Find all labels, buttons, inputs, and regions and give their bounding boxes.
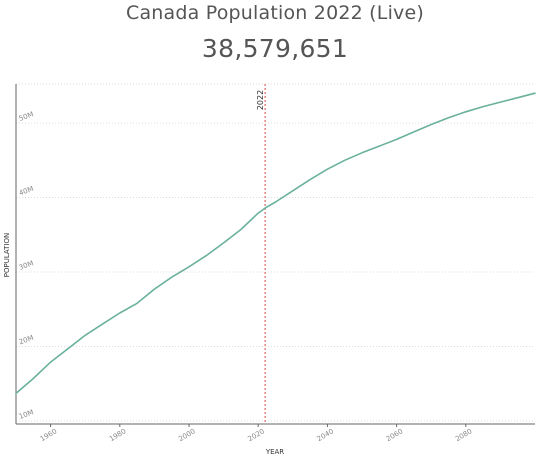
y-tick-label: 30M — [18, 259, 35, 272]
y-tick-label: 40M — [18, 185, 35, 198]
y-tick-label: 20M — [18, 334, 35, 347]
population-line — [15, 92, 536, 395]
gridlines — [16, 83, 535, 422]
x-tick-label: 2000 — [177, 427, 196, 443]
axes — [15, 84, 535, 427]
year-marker-label: 2022 — [256, 90, 265, 110]
y-axis-label: POPULATION — [3, 233, 11, 277]
series-layer — [15, 92, 536, 395]
x-tick-label: 2080 — [454, 427, 473, 443]
tick-labels: 10M 20M 30M 40M 50M 1960 1980 2000 2020 2040 2060 2… — [18, 110, 474, 443]
y-tick-label: 50M — [18, 110, 35, 123]
year-marker: 2022 — [256, 84, 266, 424]
x-tick-label: 1960 — [39, 427, 58, 443]
x-tick-label: 2020 — [246, 427, 265, 443]
x-tick-label: 2060 — [385, 427, 404, 443]
x-tick-label: 1980 — [108, 427, 127, 443]
y-tick-label: 10M — [18, 408, 35, 421]
live-population-counter: 38,579,651 — [201, 34, 349, 63]
page-title: Canada Population 2022 (Live) — [125, 2, 425, 24]
x-tick-label: 2040 — [316, 427, 335, 443]
x-axis-label: YEAR — [265, 448, 284, 456]
